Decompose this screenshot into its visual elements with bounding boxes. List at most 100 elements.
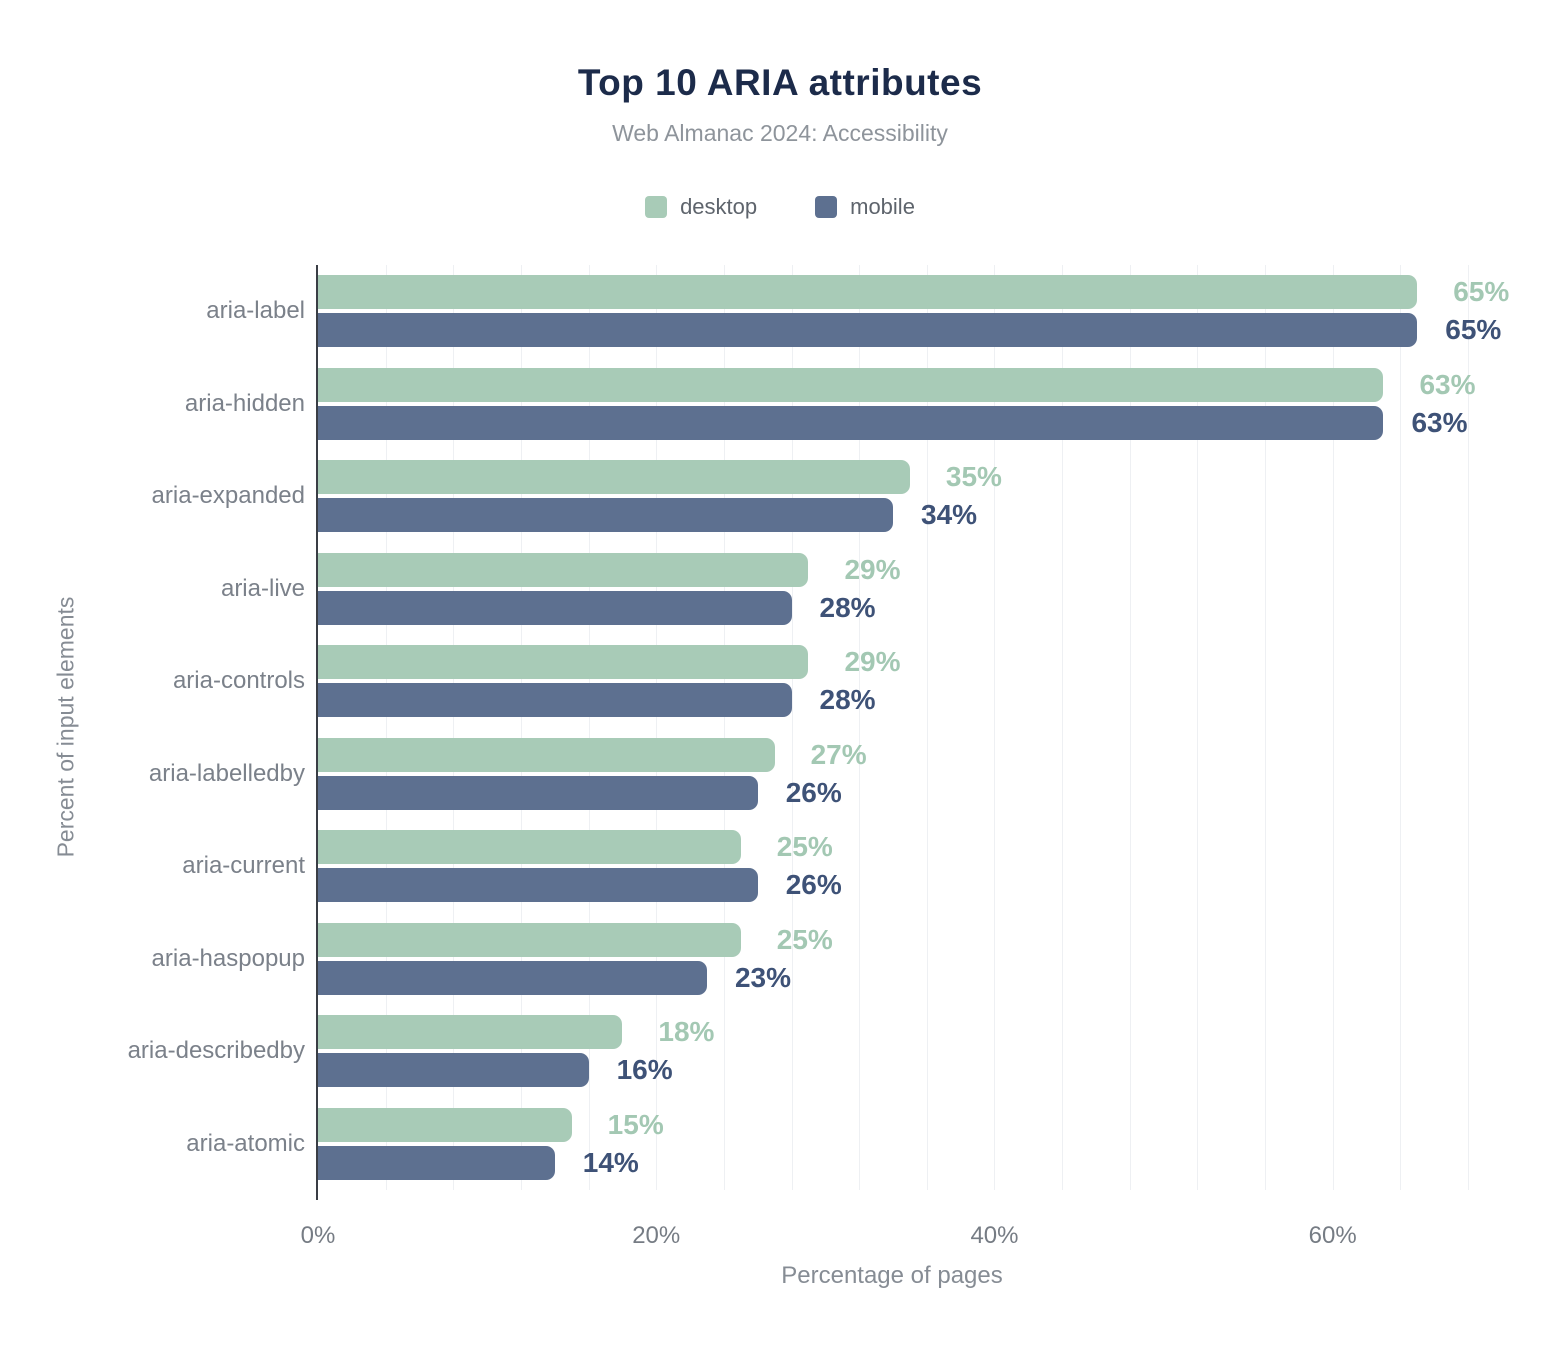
- bar-mobile: [318, 960, 707, 995]
- value-label-mobile: 14%: [582, 1146, 639, 1178]
- bar-mobile: [318, 590, 792, 625]
- gridline: [453, 265, 455, 1190]
- chart-subtitle: Web Almanac 2024: Accessibility: [612, 120, 948, 146]
- bar-mobile: [318, 683, 792, 718]
- value-label-desktop: 18%: [658, 1016, 715, 1048]
- value-label-mobile: 34%: [921, 499, 978, 531]
- gridline: [994, 265, 996, 1190]
- bar-desktop: [318, 275, 1418, 310]
- bar-mobile: [318, 405, 1384, 440]
- bar-desktop: [318, 460, 910, 495]
- legend-item-mobile[interactable]: mobile: [815, 194, 915, 220]
- legend-label: mobile: [850, 194, 915, 219]
- bar-mobile: [318, 775, 758, 810]
- bar-row-desktop: 29%: [318, 552, 1468, 587]
- bar-group-aria-expanded: aria-expanded 35% 34%: [152, 450, 1468, 543]
- bar-rows: aria-label 65% 65% aria-hidden 63% 63% aria-ex…: [128, 265, 1509, 1190]
- category-label: aria-labelledby: [148, 759, 305, 787]
- bar-row-mobile: 34%: [318, 498, 1468, 533]
- legend-label: desktop: [680, 194, 758, 219]
- bar-desktop: [318, 645, 809, 680]
- bar-group-aria-current: aria-current 25% 26%: [182, 820, 1468, 913]
- bar-row-desktop: 63%: [318, 367, 1475, 402]
- bar-mobile: [318, 1053, 589, 1088]
- legend-swatch-mobile: [815, 196, 838, 218]
- x-tick-0%: 0%: [300, 1222, 336, 1249]
- x-tick-60%: 60%: [1308, 1222, 1357, 1249]
- bar-row-desktop: 15%: [318, 1107, 1468, 1142]
- value-label-desktop: 29%: [844, 646, 901, 678]
- bar-row-desktop: 25%: [318, 922, 1468, 957]
- value-label-desktop: 25%: [776, 923, 833, 955]
- bar-desktop: [318, 1015, 623, 1050]
- gridline: [1468, 265, 1469, 1190]
- category-label: aria-controls: [172, 667, 305, 695]
- bar-group-aria-haspopup: aria-haspopup 25% 23%: [152, 913, 1468, 1006]
- category-label: aria-current: [182, 852, 305, 880]
- value-label-desktop: 27%: [810, 738, 867, 770]
- value-label-desktop: 15%: [607, 1108, 664, 1140]
- plot-area: aria-label 65% 65% aria-hidden 63% 63% aria-ex…: [128, 265, 1509, 1190]
- bar-row-desktop: 35%: [318, 460, 1468, 495]
- bar-desktop: [318, 552, 809, 587]
- bar-mobile: [318, 498, 893, 533]
- gridline: [723, 265, 725, 1190]
- bar-row-mobile: 26%: [318, 775, 1468, 810]
- gridline: [1062, 265, 1064, 1190]
- x-axis-ticks: 0% 20% 40% 60%: [301, 1222, 1468, 1252]
- bar-desktop: [318, 830, 741, 865]
- gridline: [520, 265, 522, 1190]
- gridline: [1332, 265, 1334, 1190]
- bar-group-aria-live: aria-live 29% 28%: [221, 543, 1468, 636]
- chart-title: Top 10 ARIA attributes: [577, 62, 983, 103]
- legend-swatch-desktop: [645, 196, 668, 218]
- category-label: aria-label: [206, 297, 305, 325]
- bar-group-aria-controls: aria-controls 29% 28%: [173, 635, 1468, 728]
- bar-row-mobile: 23%: [318, 960, 1468, 995]
- value-label-desktop: 35%: [945, 461, 1002, 493]
- category-label: aria-describedby: [127, 1037, 305, 1065]
- bar-group-aria-label: aria-label 65% 65%: [206, 265, 1509, 358]
- bar-row-mobile: 28%: [318, 683, 1468, 718]
- bar-group-aria-labelledby: aria-labelledby 27% 26%: [149, 728, 1468, 821]
- bar-row-mobile: 63%: [318, 405, 1468, 440]
- category-label: aria-live: [220, 574, 305, 602]
- category-label: aria-hidden: [184, 389, 305, 417]
- bar-row-mobile: 16%: [318, 1053, 1468, 1088]
- value-label-mobile: 28%: [819, 684, 876, 716]
- y-axis-line: [316, 265, 318, 1200]
- bar-desktop: [318, 367, 1384, 402]
- value-label-mobile: 26%: [785, 869, 842, 901]
- gridline: [1400, 265, 1402, 1190]
- gridline: [859, 265, 861, 1190]
- bar-row-desktop: 25%: [318, 830, 1468, 865]
- bar-group-aria-hidden: aria-hidden 63% 63%: [185, 358, 1475, 451]
- value-label-desktop: 29%: [844, 553, 901, 585]
- value-label-mobile: 65%: [1445, 314, 1502, 346]
- category-label: aria-atomic: [186, 1129, 305, 1157]
- category-label: aria-haspopup: [151, 944, 305, 972]
- bar-group-aria-describedby: aria-describedby 18% 16%: [128, 1005, 1468, 1098]
- bar-mobile: [318, 868, 758, 903]
- bar-row-desktop: 29%: [318, 645, 1468, 680]
- legend-item-desktop[interactable]: desktop: [645, 194, 757, 220]
- bar-row-desktop: 65%: [318, 275, 1509, 310]
- value-label-mobile: 23%: [734, 961, 792, 993]
- bar-row-desktop: 27%: [318, 737, 1468, 772]
- bar-desktop: [318, 1107, 572, 1142]
- bar-row-mobile: 28%: [318, 590, 1468, 625]
- gridline: [588, 265, 590, 1190]
- value-label-desktop: 25%: [776, 831, 833, 863]
- value-label-desktop: 63%: [1419, 368, 1476, 400]
- bar-mobile: [318, 1145, 555, 1180]
- value-label-mobile: 28%: [819, 591, 876, 623]
- bar-row-mobile: 65%: [318, 313, 1501, 348]
- x-axis-title: Percentage of pages: [781, 1262, 1003, 1289]
- bar-mobile: [318, 313, 1418, 348]
- gridline: [656, 265, 658, 1190]
- bar-row-mobile: 26%: [318, 868, 1468, 903]
- bar-row-desktop: 18%: [318, 1015, 1468, 1050]
- y-axis-title: Percent of input elements: [52, 596, 79, 858]
- gridline: [385, 265, 387, 1190]
